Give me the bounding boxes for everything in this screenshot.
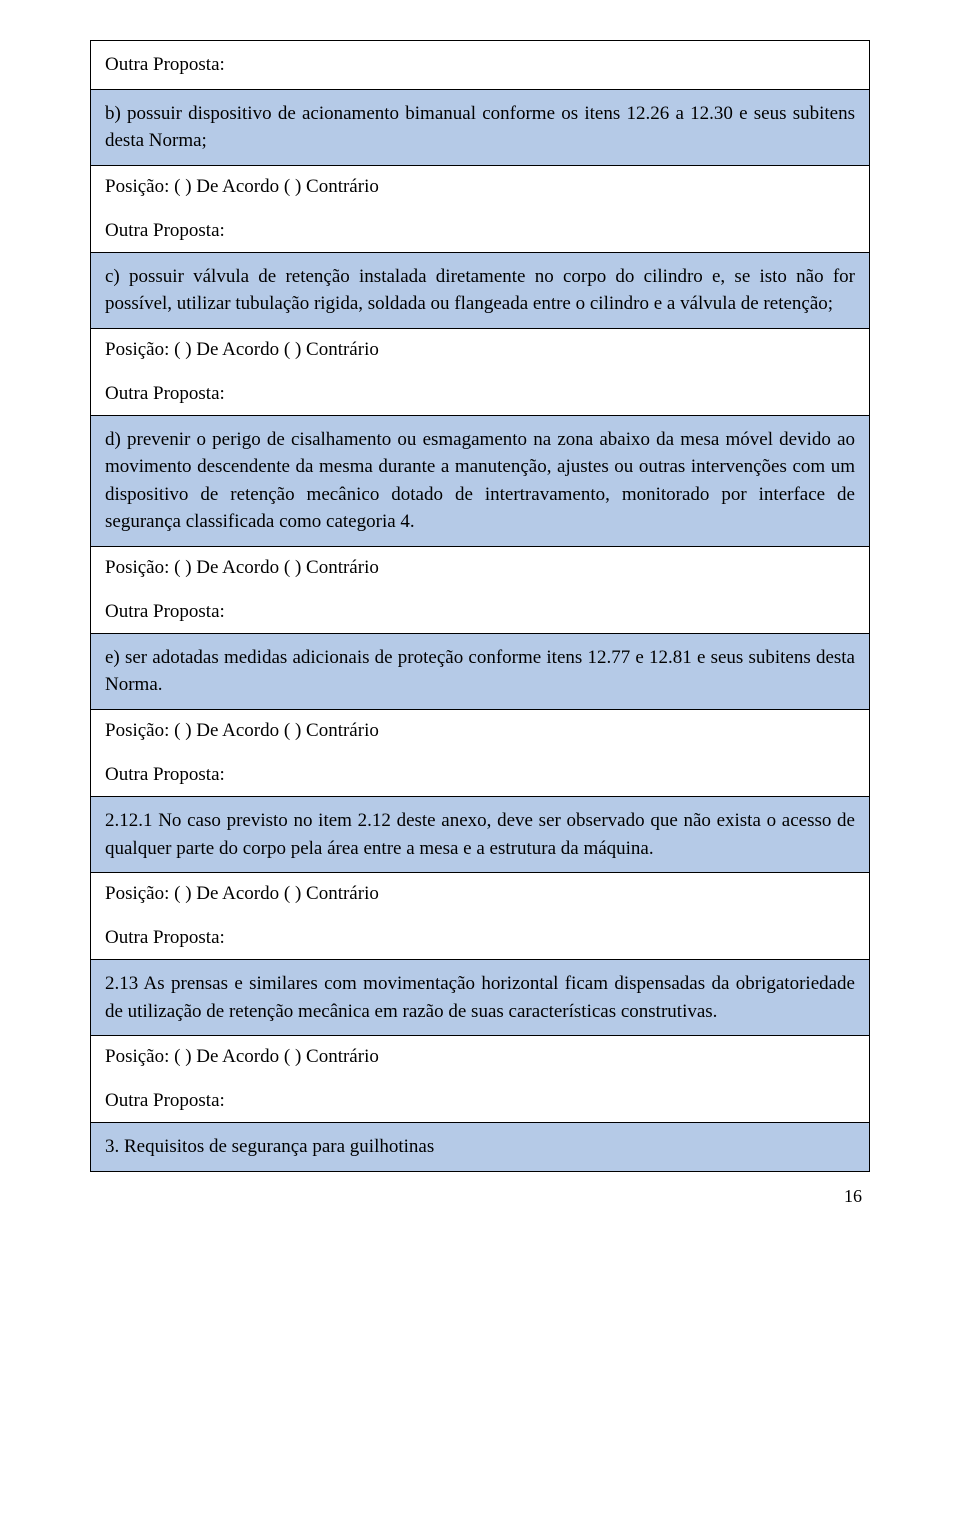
outra-proposta-text: Outra Proposta: <box>105 1090 855 1112</box>
posicao-line: Posição: ( ) De Acordo ( ) Contrário <box>105 883 855 905</box>
outra-proposta-text: Outra Proposta: <box>105 601 855 623</box>
item-b-text: b) possuir dispositivo de acionamento bi… <box>105 100 855 155</box>
cell-item-b: b) possuir dispositivo de acionamento bi… <box>91 89 870 165</box>
cell-item-c: c) possuir válvula de retenção instalada… <box>91 252 870 328</box>
item-c-text: c) possuir válvula de retenção instalada… <box>105 263 855 318</box>
outra-proposta-text: Outra Proposta: <box>105 764 855 786</box>
item-e-text: e) ser adotadas medidas adicionais de pr… <box>105 644 855 699</box>
outra-proposta-text: Outra Proposta: <box>105 54 225 75</box>
page-number: 16 <box>90 1172 870 1207</box>
document-table: Outra Proposta: b) possuir dispositivo d… <box>90 40 870 1172</box>
item-3-text: 3. Requisitos de segurança para guilhoti… <box>105 1133 855 1161</box>
cell-item-e: e) ser adotadas medidas adicionais de pr… <box>91 633 870 709</box>
posicao-line: Posição: ( ) De Acordo ( ) Contrário <box>105 720 855 742</box>
cell-item-d: d) prevenir o perigo de cisalhamento ou … <box>91 415 870 546</box>
cell-posicao-3: Posição: ( ) De Acordo ( ) Contrário Out… <box>91 546 870 633</box>
cell-item-2-13: 2.13 As prensas e similares com moviment… <box>91 960 870 1036</box>
item-2-13-text: 2.13 As prensas e similares com moviment… <box>105 970 855 1025</box>
cell-item-2-12-1: 2.12.1 No caso previsto no item 2.12 des… <box>91 797 870 873</box>
cell-posicao-4: Posição: ( ) De Acordo ( ) Contrário Out… <box>91 710 870 797</box>
cell-outra-0: Outra Proposta: <box>91 41 870 90</box>
outra-proposta-text: Outra Proposta: <box>105 927 855 949</box>
posicao-line: Posição: ( ) De Acordo ( ) Contrário <box>105 557 855 579</box>
cell-posicao-5: Posição: ( ) De Acordo ( ) Contrário Out… <box>91 873 870 960</box>
item-2-12-1-text: 2.12.1 No caso previsto no item 2.12 des… <box>105 807 855 862</box>
cell-posicao-2: Posição: ( ) De Acordo ( ) Contrário Out… <box>91 328 870 415</box>
cell-posicao-6: Posição: ( ) De Acordo ( ) Contrário Out… <box>91 1036 870 1123</box>
posicao-line: Posição: ( ) De Acordo ( ) Contrário <box>105 176 855 198</box>
cell-item-3: 3. Requisitos de segurança para guilhoti… <box>91 1123 870 1172</box>
cell-posicao-1: Posição: ( ) De Acordo ( ) Contrário Out… <box>91 165 870 252</box>
item-d-text: d) prevenir o perigo de cisalhamento ou … <box>105 426 855 536</box>
outra-proposta-text: Outra Proposta: <box>105 383 855 405</box>
outra-proposta-text: Outra Proposta: <box>105 220 855 242</box>
posicao-line: Posição: ( ) De Acordo ( ) Contrário <box>105 1046 855 1068</box>
posicao-line: Posição: ( ) De Acordo ( ) Contrário <box>105 339 855 361</box>
